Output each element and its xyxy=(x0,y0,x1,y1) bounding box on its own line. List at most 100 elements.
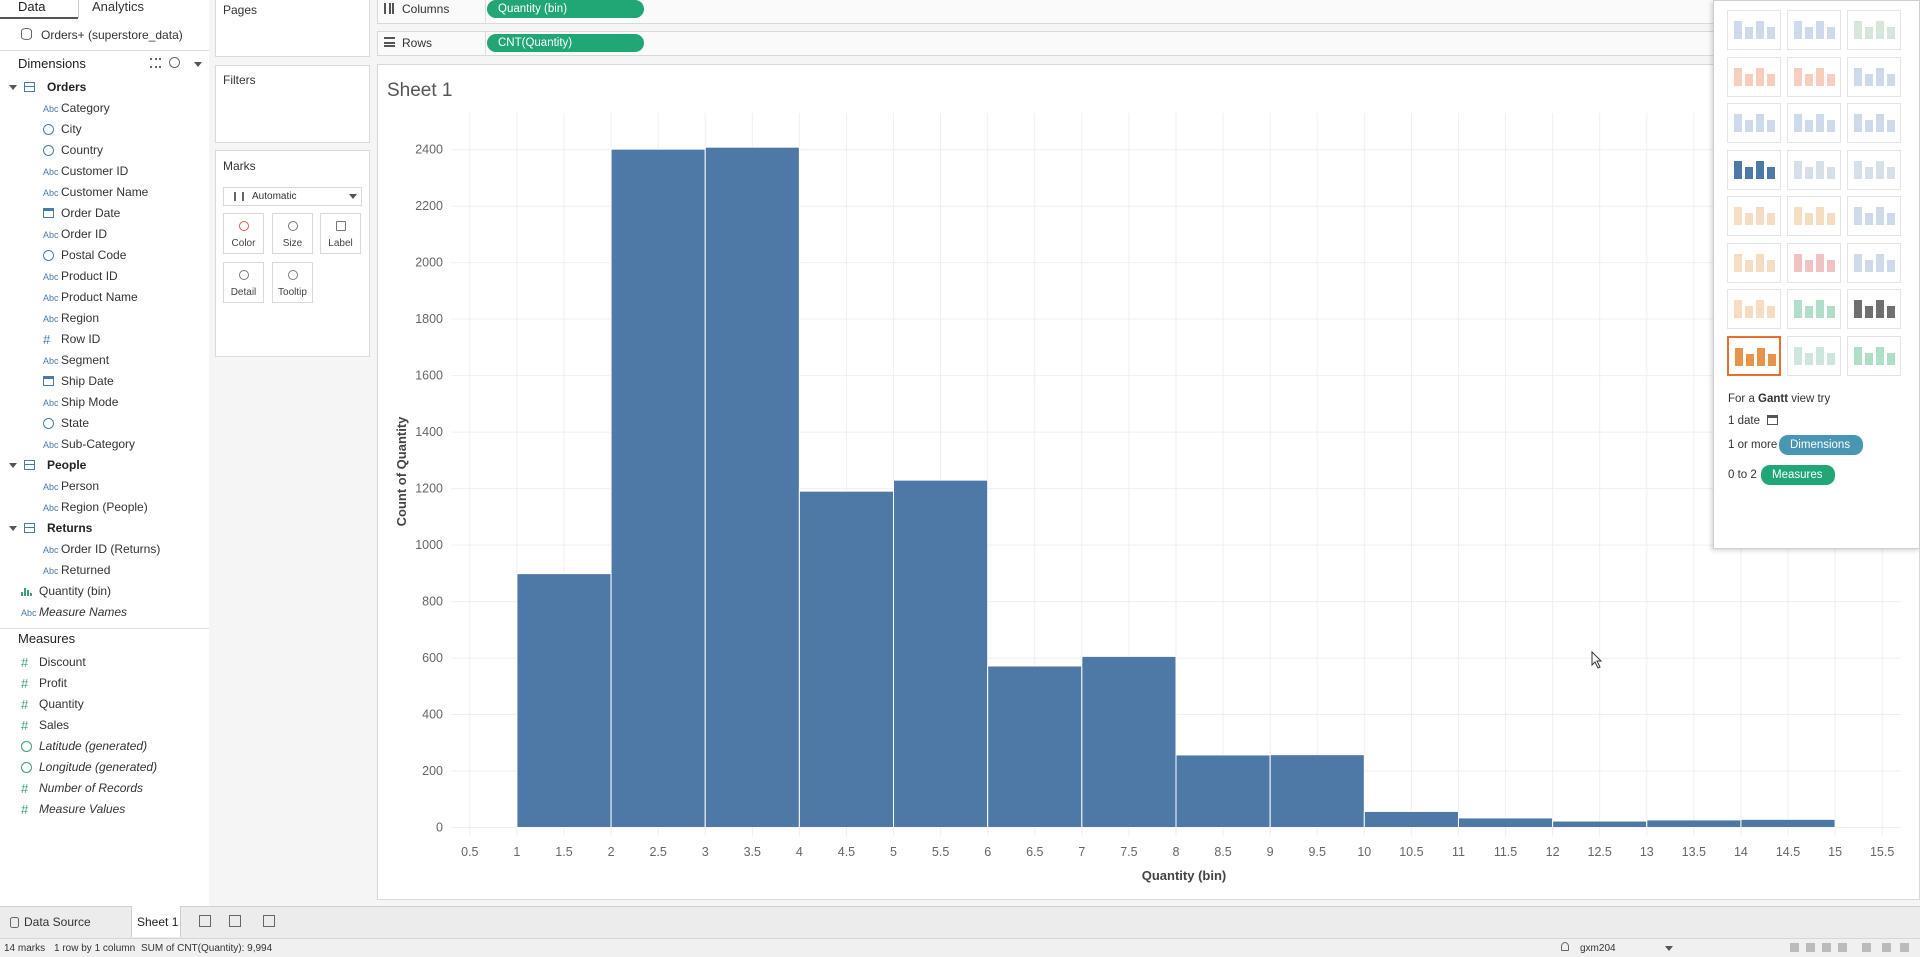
chart-thumbnail[interactable] xyxy=(1787,242,1841,283)
chart-thumbnail[interactable] xyxy=(1847,56,1901,97)
chart-thumbnail[interactable] xyxy=(1787,149,1841,190)
field[interactable]: Ship Date xyxy=(61,374,114,388)
dropdown-arrow[interactable] xyxy=(1665,946,1673,951)
field[interactable]: Product ID xyxy=(61,269,118,283)
new-sheet-button[interactable] xyxy=(229,915,241,927)
expand-arrow[interactable] xyxy=(9,463,17,468)
thumb-shape xyxy=(1827,120,1835,132)
field[interactable]: Sales xyxy=(39,718,70,732)
chart-thumbnail[interactable] xyxy=(1847,103,1901,143)
nav-button[interactable] xyxy=(1882,943,1891,952)
field[interactable]: Postal Code xyxy=(61,248,127,262)
field[interactable]: Latitude (generated) xyxy=(39,739,148,753)
chart-thumbnail[interactable] xyxy=(1847,242,1901,283)
nav-button[interactable] xyxy=(1838,943,1847,952)
field[interactable]: Row ID xyxy=(61,332,101,346)
field[interactable]: Region (People) xyxy=(61,500,148,514)
expand-arrow[interactable] xyxy=(9,85,17,90)
mark-type-dropdown[interactable] xyxy=(223,187,362,206)
field[interactable]: Quantity (bin) xyxy=(39,584,112,598)
field[interactable]: Profit xyxy=(39,676,68,690)
mark-type-icon xyxy=(234,192,244,201)
chart-thumbnail[interactable] xyxy=(1727,56,1781,97)
chart-thumbnail[interactable] xyxy=(1787,196,1841,236)
field[interactable]: Region xyxy=(61,311,100,325)
field[interactable]: Product Name xyxy=(61,290,138,304)
nav-button[interactable] xyxy=(1790,943,1799,952)
field[interactable]: Ship Mode xyxy=(61,395,119,409)
chart-thumbnail[interactable] xyxy=(1847,335,1901,376)
field[interactable]: Country xyxy=(61,143,104,157)
chart-thumbnail[interactable] xyxy=(1847,149,1901,190)
field[interactable]: Longitude (generated) xyxy=(39,760,158,774)
field[interactable]: Order ID xyxy=(61,227,108,241)
mark-button[interactable]: Tooltip xyxy=(272,262,313,303)
chart-thumbnail[interactable] xyxy=(1727,10,1781,50)
field[interactable]: Person xyxy=(61,479,100,493)
nav-button[interactable] xyxy=(1900,943,1909,952)
field[interactable]: Customer ID xyxy=(61,164,129,178)
mark-button[interactable]: Detail xyxy=(223,262,264,303)
pill[interactable]: CNT(Quantity) xyxy=(487,34,644,52)
field[interactable]: Measure Names xyxy=(39,605,128,619)
shelf-title: Marks xyxy=(223,159,256,173)
mark-button[interactable]: Color xyxy=(223,213,264,254)
nav-button[interactable] xyxy=(1862,943,1871,952)
search-icon[interactable] xyxy=(169,57,180,68)
group-name[interactable]: People xyxy=(47,458,87,472)
field[interactable]: Customer Name xyxy=(61,185,149,199)
field[interactable]: Quantity xyxy=(39,697,84,711)
x-tick-label: 8.5 xyxy=(1214,845,1231,859)
chart-thumbnail[interactable] xyxy=(1727,149,1781,190)
thumb-shape xyxy=(1767,306,1775,318)
nav-button[interactable] xyxy=(1806,943,1815,952)
chart-thumbnail[interactable] xyxy=(1727,242,1781,283)
chart-thumbnail[interactable] xyxy=(1727,196,1781,236)
mark-button-icon xyxy=(336,221,346,231)
chart-thumbnail[interactable] xyxy=(1787,103,1841,143)
chart-thumbnail[interactable] xyxy=(1847,196,1901,236)
field[interactable]: Returned xyxy=(61,563,111,577)
view-icon[interactable] xyxy=(150,58,161,68)
group-name[interactable]: Returns xyxy=(47,521,93,535)
mark-button[interactable]: Size xyxy=(272,213,313,254)
datasource[interactable]: Orders+ (superstore_data) xyxy=(41,28,183,42)
t[interactable]: Automatic xyxy=(252,191,297,202)
field[interactable]: Discount xyxy=(39,655,86,669)
chart-thumbnail[interactable] xyxy=(1787,289,1841,329)
mark-button[interactable]: Label xyxy=(320,213,361,254)
field[interactable]: Sub-Category xyxy=(61,437,136,451)
chart-thumbnail[interactable] xyxy=(1727,103,1781,143)
chart-thumbnail[interactable] xyxy=(1727,289,1781,329)
group-name[interactable]: Orders xyxy=(47,80,87,94)
tab[interactable]: Data xyxy=(18,0,46,14)
chart-thumbnail[interactable] xyxy=(1727,335,1781,376)
chart-thumbnail[interactable] xyxy=(1787,335,1841,376)
field[interactable]: Number of Records xyxy=(39,781,144,795)
expand-arrow[interactable] xyxy=(9,526,17,531)
thumb-shape xyxy=(1887,213,1895,225)
field[interactable]: State xyxy=(61,416,90,430)
bottom-tab[interactable]: Sheet 1 xyxy=(137,915,179,929)
tab[interactable]: Analytics xyxy=(92,0,145,14)
chart-thumbnail[interactable] xyxy=(1847,10,1901,50)
field[interactable]: Order ID (Returns) xyxy=(61,542,161,556)
field[interactable]: Segment xyxy=(61,353,110,367)
bin-icon xyxy=(21,592,23,596)
field[interactable]: Measure Values xyxy=(39,802,126,816)
globe-icon xyxy=(43,124,54,135)
status[interactable]: gxm204 xyxy=(1580,943,1616,954)
field[interactable]: City xyxy=(61,122,82,136)
new-sheet-button[interactable] xyxy=(199,915,211,927)
pill[interactable]: Quantity (bin) xyxy=(487,0,644,18)
thumb-shape xyxy=(1816,160,1824,179)
new-sheet-button[interactable] xyxy=(263,915,275,927)
field[interactable]: Category xyxy=(61,101,110,115)
menu-arrow[interactable] xyxy=(194,62,202,67)
chart-thumbnail[interactable] xyxy=(1787,56,1841,97)
field[interactable]: Order Date xyxy=(61,206,121,220)
chart-thumbnail[interactable] xyxy=(1847,289,1901,329)
bottom-tab[interactable]: Data Source xyxy=(24,915,91,929)
chart-thumbnail[interactable] xyxy=(1787,10,1841,50)
nav-button[interactable] xyxy=(1822,943,1831,952)
